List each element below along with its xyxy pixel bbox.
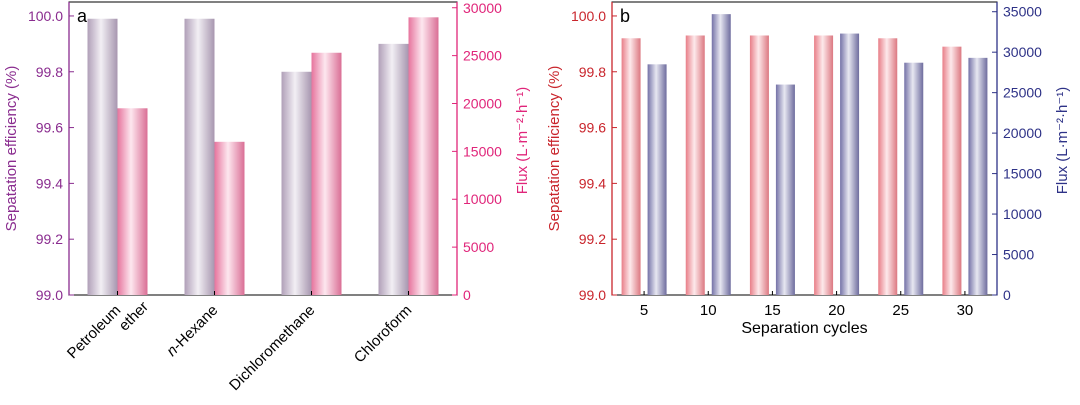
panel-b-right-tick-label: 30000 [1003, 44, 1042, 60]
panel-a-bar-flux [117, 108, 148, 295]
panel-a-bar-efficiency [87, 18, 118, 295]
panel-b-x-tick-label: 25 [892, 302, 909, 319]
panel-a-panel-letter: a [77, 6, 88, 26]
panel-a-right-tick-label: 15000 [463, 143, 502, 159]
panel-a-left-tick-label: 99.4 [36, 175, 63, 191]
panel-b-panel-letter: b [620, 6, 630, 26]
panel-a-bar-flux [311, 52, 342, 295]
panel-b-bar-efficiency [685, 35, 705, 295]
panel-a-bar-efficiency [378, 43, 409, 295]
panel-b-right-tick-label: 0 [1003, 287, 1011, 303]
panel-b-bar-flux [711, 14, 731, 296]
panel-b-bar-efficiency [749, 35, 769, 295]
panel-b-left-tick-label: 99.8 [579, 64, 606, 80]
panel-b-bar-efficiency [621, 38, 641, 296]
panel-a-right-tick-label: 5000 [463, 239, 494, 255]
panel-a-x-tick-label: Petroleumether [64, 286, 152, 374]
panel-b-bar-efficiency [814, 35, 834, 295]
panel-b-bar-flux [775, 84, 795, 295]
panel-b-bar-efficiency [942, 46, 962, 296]
panel-b-left-tick-label: 99.2 [579, 231, 606, 247]
panel-a-bar-flux [214, 141, 245, 295]
panel-b: 99.0 99.2 99.4 99.6 99.8 100.0 0 5000 10000 15000… [546, 1, 1071, 337]
panel-b-bar-flux [968, 57, 988, 295]
panel-b-left-tick-label: 99.4 [579, 175, 606, 191]
panel-b-left-tick-label: 99.0 [579, 287, 606, 303]
panel-b-x-axis-label: Separation cycles [741, 320, 867, 337]
panel-a: 99.0 99.2 99.4 99.6 99.8 100.0 0 5000 10000 15000… [3, 0, 531, 394]
panel-a-x-tick-label: Dichloromethane [226, 302, 318, 394]
panel-b-right-tick-label: 15000 [1003, 166, 1042, 182]
panel-b-bar-flux [904, 62, 924, 295]
panel-b-x-tick-label: 10 [700, 302, 717, 319]
panel-a-left-tick-label: 99.2 [36, 231, 63, 247]
panel-a-bar-efficiency [281, 71, 312, 295]
panel-b-left-tick-label: 100.0 [571, 8, 606, 24]
panel-a-right-tick-label: 30000 [463, 0, 502, 16]
panel-a-left-tick-label: 100.0 [28, 8, 63, 24]
panel-b-bar-flux [647, 64, 667, 295]
panel-b-left-tick-label: 99.6 [579, 120, 606, 136]
panel-a-left-tick-label: 99.6 [36, 120, 63, 136]
panel-a-left-axis-label: Sepatation efficiency (%) [3, 66, 20, 232]
panel-b-x-tick-label: 5 [640, 302, 648, 319]
panel-b-right-axis-label: Flux (L·m⁻²·h⁻¹) [1054, 87, 1071, 195]
panel-a-bar-flux [408, 17, 439, 296]
panel-a-right-axis-label: Flux (L·m⁻²·h⁻¹) [514, 87, 531, 195]
panel-b-left-axis-label: Sepatation efficiency (%) [546, 66, 563, 232]
panel-b-x-tick-label: 20 [828, 302, 845, 319]
panel-a-right-tick-label: 25000 [463, 48, 502, 64]
panel-a-x-tick-label: n-Hexane [163, 302, 221, 360]
panel-b-x-tick-label: 30 [957, 302, 974, 319]
panel-b-bar-efficiency [878, 38, 898, 296]
panel-b-right-tick-label: 10000 [1003, 206, 1042, 222]
panel-b-right-tick-label: 5000 [1003, 247, 1034, 263]
panel-b-right-tick-label: 35000 [1003, 4, 1042, 20]
panel-a-left-tick-label: 99.0 [36, 287, 63, 303]
panel-a-bar-efficiency [184, 18, 215, 295]
panel-a-right-tick-label: 20000 [463, 95, 502, 111]
panel-a-right-tick-label: 10000 [463, 191, 502, 207]
panel-a-x-tick-label: Chloroform [351, 302, 415, 366]
panel-b-x-tick-label: 15 [764, 302, 781, 319]
panel-b-right-tick-label: 20000 [1003, 125, 1042, 141]
panel-b-plot-frame [611, 1, 998, 296]
panel-a-left-tick-label: 99.8 [36, 64, 63, 80]
panel-a-right-tick-label: 0 [463, 287, 471, 303]
panel-b-bar-flux [840, 33, 860, 296]
panel-b-right-tick-label: 25000 [1003, 85, 1042, 101]
